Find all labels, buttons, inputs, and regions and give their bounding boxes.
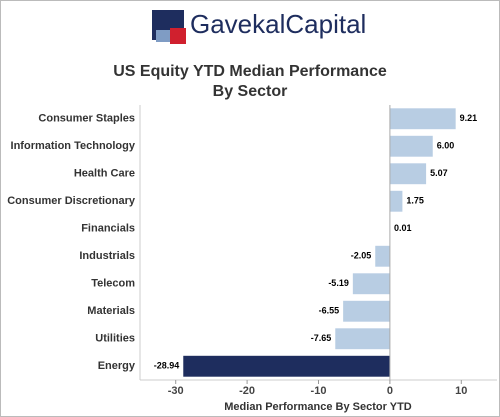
y-tick-label: Consumer Staples	[38, 113, 135, 125]
chart-title: US Equity YTD Median Performance	[113, 63, 387, 80]
x-tick-label: -30	[168, 385, 184, 397]
value-label: -6.55	[319, 306, 340, 316]
x-tick-label: -10	[311, 385, 327, 397]
x-tick-label: 0	[387, 385, 393, 397]
x-axis-label: Median Performance By Sector YTD	[224, 401, 412, 413]
y-tick-label: Industrials	[79, 250, 135, 262]
value-label: 1.75	[406, 196, 424, 206]
y-tick-label: Information Technology	[11, 140, 136, 152]
bar	[335, 328, 390, 350]
logo-mark	[152, 10, 186, 44]
value-label: 6.00	[437, 141, 455, 151]
bar	[389, 135, 433, 157]
y-tick-label: Financials	[81, 223, 135, 235]
bar	[352, 273, 390, 295]
value-label: -7.65	[311, 333, 332, 343]
chart-title: By Sector	[213, 83, 288, 100]
logo-text: GavekalCapital	[190, 9, 366, 39]
x-tick-label: 10	[455, 385, 467, 397]
value-label: 9.21	[460, 113, 478, 123]
value-label: -5.19	[328, 278, 349, 288]
x-tick-label: -20	[239, 385, 255, 397]
y-tick-label: Telecom	[91, 278, 135, 290]
bar	[389, 108, 456, 130]
bar	[389, 163, 427, 185]
y-tick-label: Consumer Discretionary	[7, 195, 136, 207]
y-tick-label: Materials	[87, 305, 135, 317]
bar	[183, 355, 390, 377]
value-label: -28.94	[154, 361, 180, 371]
y-tick-label: Health Care	[74, 168, 135, 180]
bar	[343, 300, 390, 322]
value-label: 0.01	[394, 223, 412, 233]
y-tick-label: Utilities	[95, 333, 135, 345]
bar	[389, 190, 403, 212]
value-label: -2.05	[351, 251, 372, 261]
bar	[375, 245, 390, 267]
y-tick-label: Energy	[98, 360, 136, 372]
value-label: 5.07	[430, 168, 448, 178]
